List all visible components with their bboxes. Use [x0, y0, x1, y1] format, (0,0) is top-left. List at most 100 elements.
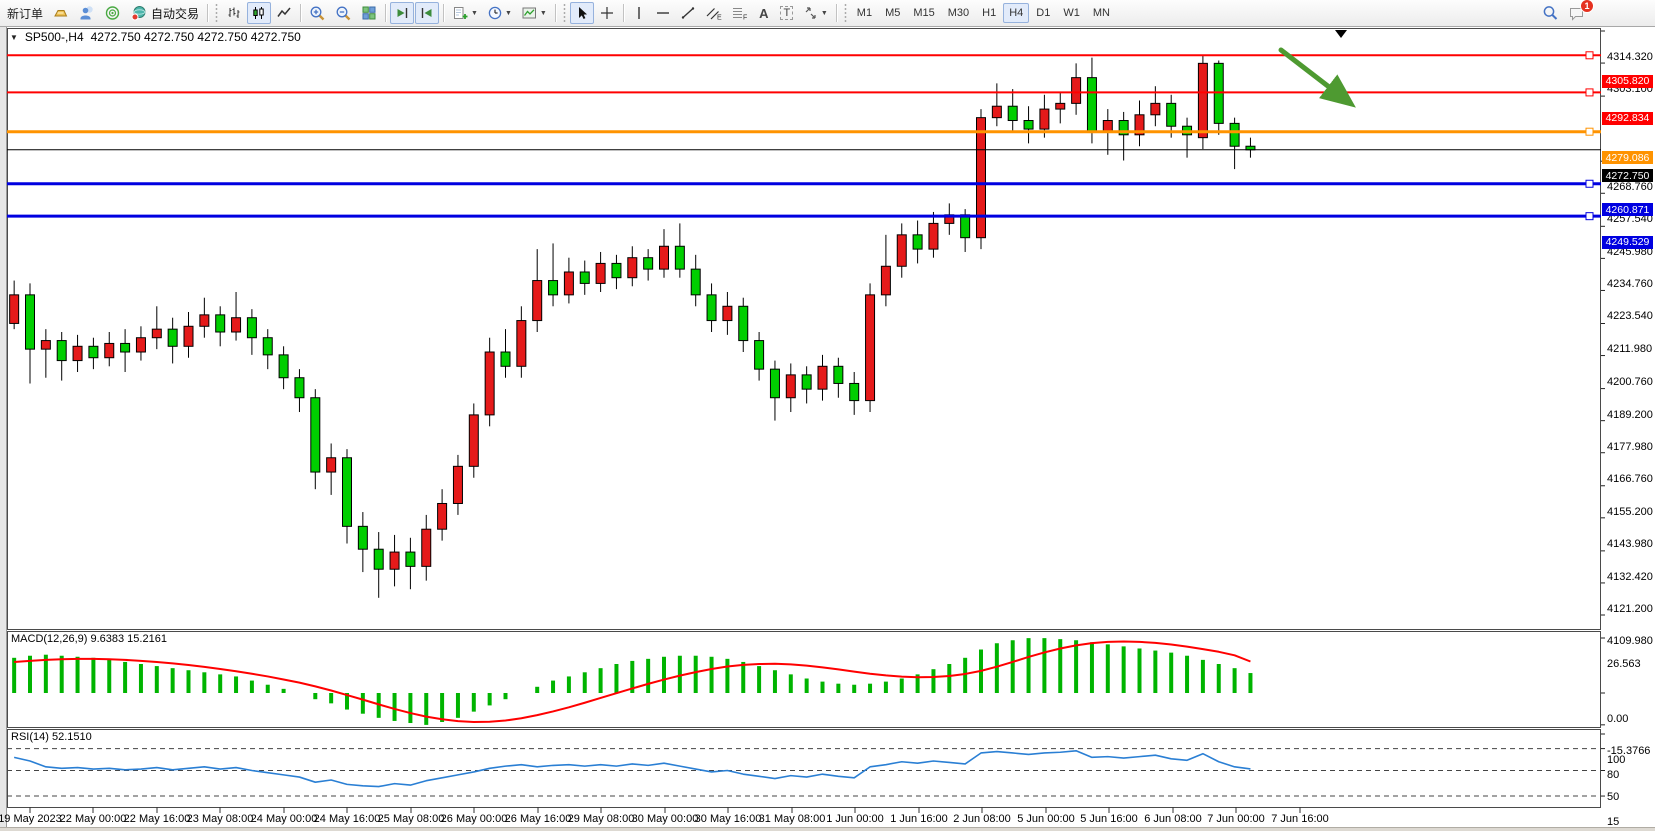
channel-letter: E [717, 15, 722, 22]
price-tick-label: 4211.980 [1607, 343, 1653, 356]
price-line-label: 4279.086 [1602, 151, 1653, 165]
price-pane[interactable] [7, 28, 1601, 630]
time-axis-label: 26 May 16:00 [504, 813, 572, 825]
line-chart-icon [277, 7, 291, 17]
time-axis-label: 26 May 00:00 [440, 813, 508, 825]
label-tool-icon: T [780, 6, 794, 20]
auto-trading-icon [131, 6, 146, 21]
chart-bars-button[interactable] [222, 2, 246, 24]
horizontal-line-tool-button[interactable] [651, 2, 675, 24]
time-axis-label: 30 May 00:00 [631, 813, 699, 825]
period-button[interactable]: ▼ [483, 2, 516, 24]
notifications-button[interactable]: 1 [1564, 0, 1594, 24]
rsi-tick-label: 80 [1607, 768, 1620, 781]
ohlc-toggle-icon[interactable]: ▼ [10, 32, 18, 42]
toolbar-separator [554, 4, 556, 22]
price-tick-label: 4234.760 [1607, 278, 1653, 291]
price-line-label: 4249.529 [1602, 235, 1653, 249]
timeframe-mn-button[interactable]: MN [1092, 7, 1110, 19]
rsi-tick-label: 15 [1607, 816, 1620, 829]
toolbar-drag-handle[interactable] [842, 3, 848, 23]
price-line-label: 4305.820 [1602, 74, 1653, 88]
rsi-pane[interactable] [7, 729, 1601, 808]
vertical-line-tool-button[interactable] [628, 2, 650, 24]
time-axis-label: 7 Jun 00:00 [1207, 813, 1265, 825]
search-button[interactable] [1538, 2, 1563, 24]
price-tick-label: 4245.980 [1607, 246, 1653, 259]
cursor-tool-button[interactable] [569, 2, 594, 24]
auto-trading-button[interactable]: 自动交易 [126, 2, 203, 24]
chart-line-button[interactable] [272, 2, 296, 24]
toolbar-separator [622, 4, 624, 22]
timeframe-h1-button[interactable]: H1 [982, 7, 997, 19]
templates-button[interactable]: ▼ [517, 2, 551, 24]
price-tick-label: 4314.320 [1607, 51, 1653, 63]
time-axis-label: 22 May 00:00 [59, 813, 127, 825]
rsi-value: 52.1510 [51, 731, 92, 743]
toolbar-separator [385, 4, 387, 22]
new-order-button[interactable]: 新订单 [3, 2, 47, 24]
toolbar-separator [207, 4, 209, 22]
timeframe-m5-button[interactable]: M5 [885, 7, 901, 19]
auto-scroll-button[interactable] [390, 2, 415, 24]
community-button[interactable] [74, 2, 99, 24]
rsi-tick-label: 50 [1607, 790, 1620, 803]
crosshair-tool-button[interactable] [595, 2, 619, 24]
text-tool-button[interactable]: A [753, 2, 775, 24]
price-tick-label: 4109.980 [1607, 635, 1653, 647]
zoom-out-button[interactable] [331, 2, 356, 24]
chart-title-row: ▼ SP500-,H4 4272.750 4272.750 4272.750 4… [10, 30, 301, 44]
signals-button[interactable] [100, 2, 125, 24]
timeframe-m15-button[interactable]: M15 [913, 7, 935, 19]
tile-windows-button[interactable] [357, 2, 381, 24]
community-person-icon [80, 6, 93, 20]
time-axis-label: 31 May 08:00 [758, 813, 826, 825]
time-axis-label: 7 Jun 16:00 [1271, 813, 1329, 825]
timeframe-m30-button[interactable]: M30 [947, 7, 970, 19]
auto-trading-label: 自动交易 [151, 6, 200, 21]
time-axis-label: 1 Jun 16:00 [890, 813, 948, 825]
price-tick-label: 4155.200 [1607, 505, 1653, 518]
cursor-arrow-icon [578, 7, 587, 19]
window-bottom-frame [0, 827, 1655, 831]
price-tick-label: 4166.760 [1607, 472, 1653, 485]
macd-values: 9.6383 15.2161 [90, 633, 167, 645]
timeframe-w1-button[interactable]: W1 [1063, 7, 1080, 19]
macd-pane[interactable] [7, 631, 1601, 728]
trendline-tool-button[interactable] [676, 2, 700, 24]
tile-windows-icon [362, 6, 376, 20]
main-toolbar: 新订单 自动交易 [0, 0, 1655, 27]
toolbar-drag-handle[interactable] [214, 3, 220, 23]
crosshair-icon [600, 7, 613, 19]
label-tool-button[interactable]: T [776, 2, 798, 24]
price-tick-label: 4189.200 [1607, 408, 1653, 421]
timeframe-m1-button[interactable]: M1 [856, 7, 873, 19]
macd-tick-label: 26.563 [1607, 658, 1641, 670]
rsi-tick-label: 100 [1607, 754, 1626, 766]
time-axis-label: 24 May 16:00 [313, 813, 381, 825]
candlestick-chart-icon [253, 7, 264, 19]
timeframe-h4-button[interactable]: H4 [1003, 3, 1030, 23]
arrows-tool-button[interactable]: ▼ [799, 2, 832, 24]
new-order-label: 新订单 [7, 6, 44, 21]
zoom-in-button[interactable] [305, 2, 330, 24]
fibonacci-icon: F [732, 8, 747, 21]
time-axis-label: 1 Jun 00:00 [826, 813, 884, 825]
chart-shift-button[interactable] [415, 2, 440, 24]
time-axis-label: 25 May 08:00 [377, 813, 445, 825]
new-chart-button[interactable]: ▼ [448, 2, 482, 24]
price-tick-label: 4223.540 [1607, 310, 1653, 323]
time-axis-label: 6 Jun 08:00 [1144, 813, 1202, 825]
deposit-button[interactable] [48, 2, 73, 24]
equidistant-channel-icon: E [706, 8, 722, 22]
fibonacci-tool-button[interactable]: F [727, 2, 752, 24]
price-tick-label: 4268.760 [1607, 181, 1653, 194]
chart-symbol-period: SP500-,H4 [24, 30, 84, 44]
toolbar-drag-handle[interactable] [561, 3, 567, 23]
chart-candles-button[interactable] [247, 2, 272, 24]
price-tick-label: 4257.540 [1607, 213, 1653, 226]
channel-tool-button[interactable]: E [701, 2, 726, 24]
search-icon [1543, 6, 1558, 20]
timeframe-d1-button[interactable]: D1 [1036, 7, 1051, 19]
time-axis-label: 29 May 08:00 [567, 813, 635, 825]
